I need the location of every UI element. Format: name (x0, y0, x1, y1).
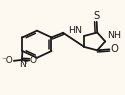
Text: NH: NH (107, 31, 121, 40)
Text: ⁻O: ⁻O (1, 56, 13, 65)
Text: +: + (22, 59, 28, 65)
Text: O: O (30, 56, 37, 65)
Text: HN: HN (68, 26, 82, 35)
Text: N: N (19, 60, 26, 69)
Text: O: O (111, 44, 119, 54)
Text: S: S (94, 11, 100, 21)
